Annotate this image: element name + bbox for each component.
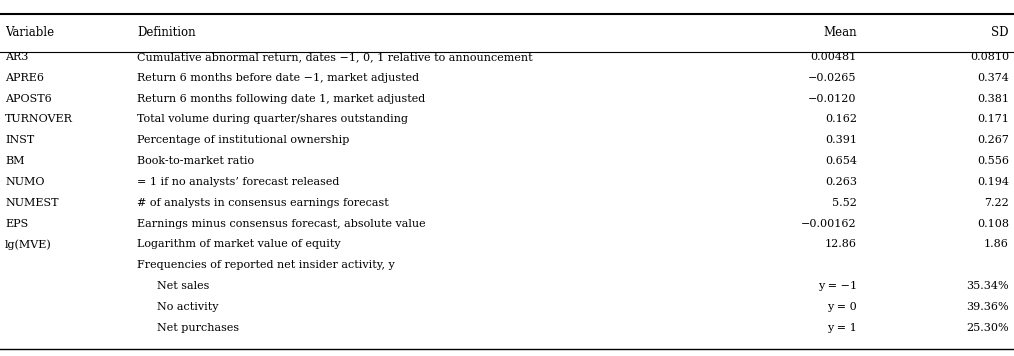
Text: Variable: Variable xyxy=(5,26,54,40)
Text: 0.267: 0.267 xyxy=(977,135,1009,145)
Text: EPS: EPS xyxy=(5,219,28,229)
Text: Net purchases: Net purchases xyxy=(157,323,239,333)
Text: 0.391: 0.391 xyxy=(824,135,857,145)
Text: 12.86: 12.86 xyxy=(824,239,857,250)
Text: NUMEST: NUMEST xyxy=(5,198,59,208)
Text: Cumulative abnormal return, dates −1, 0, 1 relative to announcement: Cumulative abnormal return, dates −1, 0,… xyxy=(137,52,532,62)
Text: Earnings minus consensus forecast, absolute value: Earnings minus consensus forecast, absol… xyxy=(137,219,426,229)
Text: y = 0: y = 0 xyxy=(827,302,857,312)
Text: 7.22: 7.22 xyxy=(985,198,1009,208)
Text: Frequencies of reported net insider activity, y: Frequencies of reported net insider acti… xyxy=(137,260,394,270)
Text: −0.0265: −0.0265 xyxy=(808,73,857,83)
Text: 39.36%: 39.36% xyxy=(966,302,1009,312)
Text: 0.171: 0.171 xyxy=(977,114,1009,125)
Text: −0.00162: −0.00162 xyxy=(801,219,857,229)
Text: Total volume during quarter/shares outstanding: Total volume during quarter/shares outst… xyxy=(137,114,408,125)
Text: Book-to-market ratio: Book-to-market ratio xyxy=(137,156,255,166)
Text: Return 6 months following date 1, market adjusted: Return 6 months following date 1, market… xyxy=(137,94,425,104)
Text: −0.0120: −0.0120 xyxy=(808,94,857,104)
Text: 0.654: 0.654 xyxy=(824,156,857,166)
Text: SD: SD xyxy=(992,26,1009,40)
Text: Net sales: Net sales xyxy=(157,281,210,291)
Text: TURNOVER: TURNOVER xyxy=(5,114,73,125)
Text: APRE6: APRE6 xyxy=(5,73,44,83)
Text: 1.86: 1.86 xyxy=(984,239,1009,250)
Text: 0.162: 0.162 xyxy=(824,114,857,125)
Text: NUMO: NUMO xyxy=(5,177,45,187)
Text: APOST6: APOST6 xyxy=(5,94,52,104)
Text: AR3: AR3 xyxy=(5,52,28,62)
Text: 0.556: 0.556 xyxy=(976,156,1009,166)
Text: Mean: Mean xyxy=(823,26,857,40)
Text: Percentage of institutional ownership: Percentage of institutional ownership xyxy=(137,135,349,145)
Text: 0.108: 0.108 xyxy=(976,219,1009,229)
Text: 35.34%: 35.34% xyxy=(966,281,1009,291)
Text: 0.381: 0.381 xyxy=(976,94,1009,104)
Text: 0.00481: 0.00481 xyxy=(810,52,857,62)
Text: # of analysts in consensus earnings forecast: # of analysts in consensus earnings fore… xyxy=(137,198,388,208)
Text: Logarithm of market value of equity: Logarithm of market value of equity xyxy=(137,239,341,250)
Text: 5.52: 5.52 xyxy=(831,198,857,208)
Text: 25.30%: 25.30% xyxy=(966,323,1009,333)
Text: BM: BM xyxy=(5,156,24,166)
Text: y = −1: y = −1 xyxy=(817,281,857,291)
Text: 0.194: 0.194 xyxy=(976,177,1009,187)
Text: lg(MVE): lg(MVE) xyxy=(5,239,52,250)
Text: 0.374: 0.374 xyxy=(977,73,1009,83)
Text: INST: INST xyxy=(5,135,34,145)
Text: 0.263: 0.263 xyxy=(824,177,857,187)
Text: Definition: Definition xyxy=(137,26,196,40)
Text: No activity: No activity xyxy=(157,302,219,312)
Text: y = 1: y = 1 xyxy=(827,323,857,333)
Text: Return 6 months before date −1, market adjusted: Return 6 months before date −1, market a… xyxy=(137,73,419,83)
Text: = 1 if no analysts’ forecast released: = 1 if no analysts’ forecast released xyxy=(137,177,340,187)
Text: 0.0810: 0.0810 xyxy=(969,52,1009,62)
